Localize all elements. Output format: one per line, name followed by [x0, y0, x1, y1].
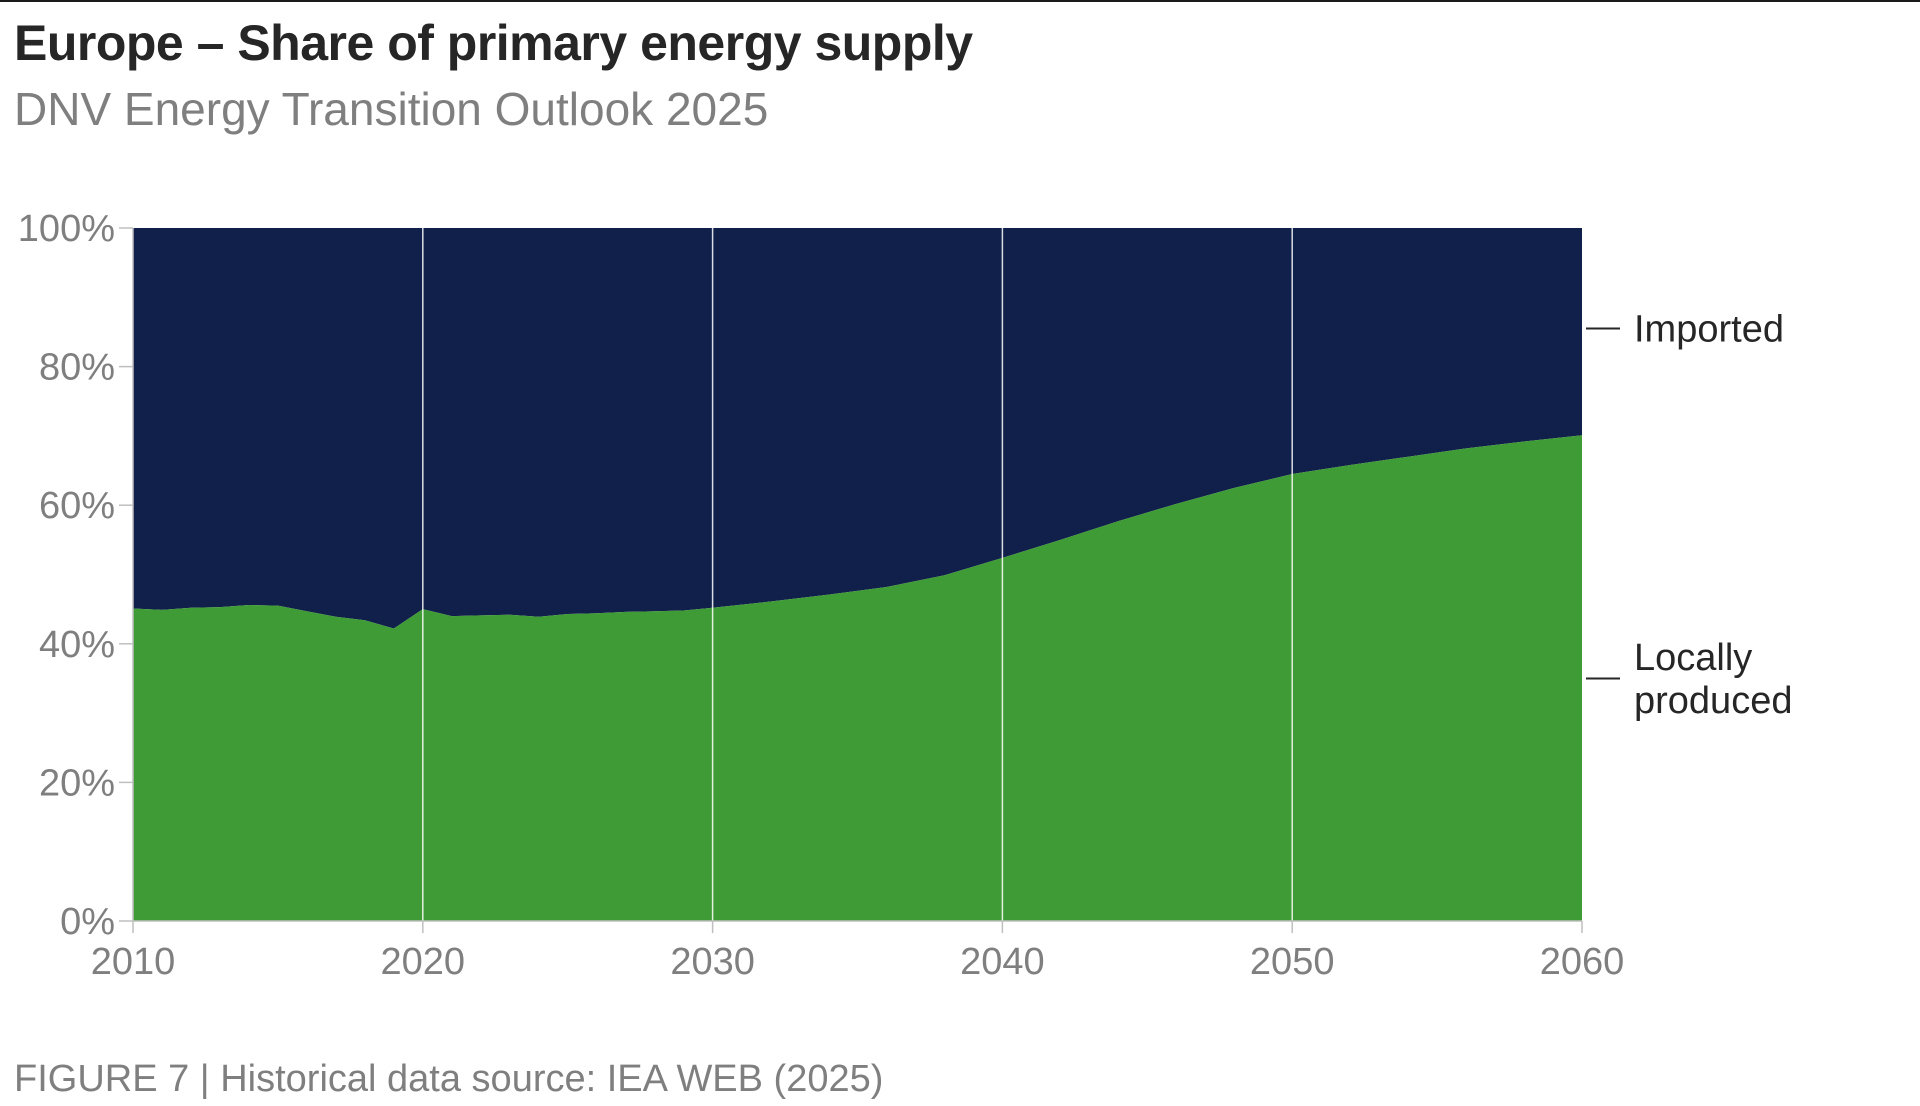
x-tick-label: 2030 [670, 941, 755, 983]
legend-label: produced [1634, 680, 1792, 722]
x-tick-label: 2060 [1540, 941, 1625, 983]
y-tick-label: 100% [18, 208, 115, 250]
x-tick-label: 2040 [960, 941, 1045, 983]
legend-label: Locally [1634, 637, 1752, 679]
y-tick-label: 80% [39, 347, 115, 389]
y-tick-label: 60% [39, 485, 115, 527]
x-tick-label: 2050 [1250, 941, 1335, 983]
chart-title: Europe – Share of primary energy supply [14, 15, 973, 71]
y-tick-label: 0% [60, 901, 115, 943]
x-tick-label: 2010 [91, 941, 176, 983]
area-imported [133, 228, 1582, 629]
area-locally-produced [133, 435, 1582, 921]
chart-subtitle: DNV Energy Transition Outlook 2025 [14, 83, 769, 135]
top-rule [0, 0, 1920, 2]
legend-label: Imported [1634, 308, 1784, 350]
stacked-area-chart: 0% 20% 40% 60% 80% 100% 2010 2020 2030 2040 2050 20… [18, 208, 1793, 983]
figure-caption: FIGURE 7 | Historical data source: IEA W… [14, 1058, 884, 1100]
x-tick-label: 2020 [381, 941, 466, 983]
y-tick-label: 20% [39, 762, 115, 804]
y-tick-label: 40% [39, 624, 115, 666]
